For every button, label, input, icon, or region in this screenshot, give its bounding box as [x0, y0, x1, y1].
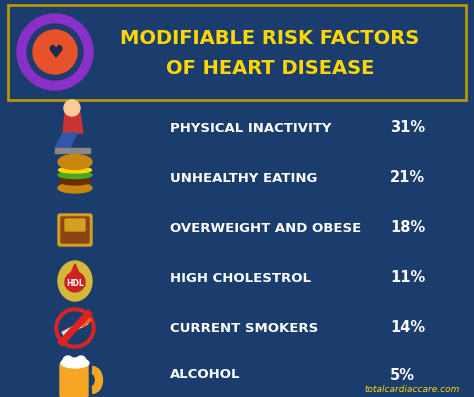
Text: PHYSICAL INACTIVITY: PHYSICAL INACTIVITY: [170, 121, 331, 135]
Text: HIGH CHOLESTROL: HIGH CHOLESTROL: [170, 272, 311, 285]
Text: ♥: ♥: [47, 44, 63, 62]
Text: OF HEART DISEASE: OF HEART DISEASE: [166, 58, 374, 77]
Text: 18%: 18%: [390, 220, 425, 235]
FancyBboxPatch shape: [60, 363, 88, 397]
FancyBboxPatch shape: [61, 217, 89, 243]
FancyBboxPatch shape: [8, 5, 466, 100]
Circle shape: [27, 24, 83, 80]
Circle shape: [65, 272, 85, 292]
Text: CURRENT SMOKERS: CURRENT SMOKERS: [170, 322, 318, 335]
Ellipse shape: [58, 261, 92, 301]
Ellipse shape: [58, 167, 91, 173]
Ellipse shape: [58, 183, 92, 193]
Circle shape: [64, 100, 80, 116]
FancyBboxPatch shape: [65, 219, 85, 231]
Text: OVERWEIGHT AND OBESE: OVERWEIGHT AND OBESE: [170, 222, 361, 235]
Text: UNHEALTHY EATING: UNHEALTHY EATING: [170, 172, 318, 185]
Text: 31%: 31%: [390, 121, 425, 135]
Circle shape: [55, 308, 95, 348]
Polygon shape: [55, 133, 77, 148]
Circle shape: [76, 356, 86, 366]
Circle shape: [33, 30, 77, 74]
Circle shape: [63, 356, 73, 366]
Text: 11%: 11%: [390, 270, 425, 285]
Ellipse shape: [58, 154, 92, 170]
Text: ALCOHOL: ALCOHOL: [170, 368, 240, 382]
Text: totalcardiaccare.com: totalcardiaccare.com: [365, 385, 460, 395]
Text: 14%: 14%: [390, 320, 425, 335]
Polygon shape: [55, 148, 90, 153]
Text: 5%: 5%: [390, 368, 415, 382]
Polygon shape: [65, 264, 85, 286]
Ellipse shape: [61, 358, 89, 368]
Circle shape: [59, 312, 91, 344]
Text: HDL: HDL: [66, 279, 84, 289]
Text: MODIFIABLE RISK FACTORS: MODIFIABLE RISK FACTORS: [120, 29, 419, 48]
FancyBboxPatch shape: [58, 214, 92, 246]
Ellipse shape: [59, 177, 91, 185]
Polygon shape: [63, 113, 83, 133]
Ellipse shape: [58, 172, 92, 179]
Circle shape: [17, 14, 93, 90]
Text: 21%: 21%: [390, 170, 425, 185]
